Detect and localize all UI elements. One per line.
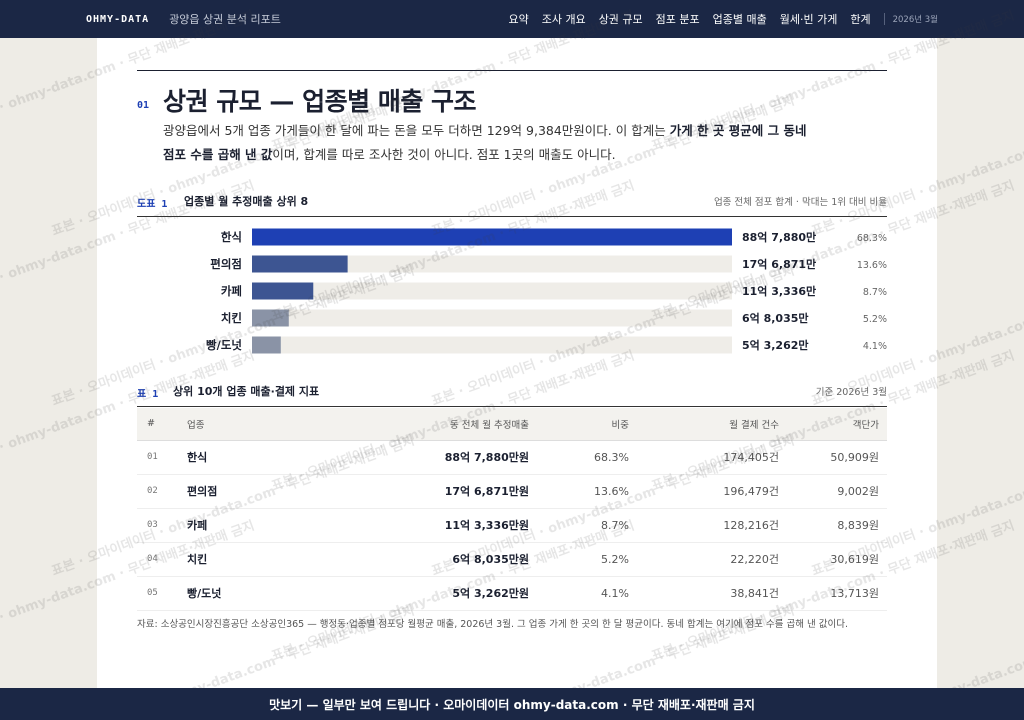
nav-link[interactable]: 조사 개요 [541, 13, 586, 26]
nav-link[interactable]: 월세·빈 가게 [779, 13, 838, 26]
value-label: 5억 3,262만 [742, 338, 809, 352]
share-label: 5.2% [863, 314, 887, 325]
value-label: 88억 7,880만 [742, 230, 816, 244]
table-cell: 한식 [177, 440, 287, 475]
share-label: 13.6% [857, 260, 887, 271]
table-row: 02 편의점 17억 6,871만원 13.6% 196,479건 9,002원 [137, 474, 887, 509]
header-cell: 월 결제 건수 [637, 408, 787, 441]
bar-chart: 한식 88억 7,880만 68.3% 편의점 17억 6,871만 13.6% 카페 11억… [206, 228, 887, 354]
table-cell: 치킨 [177, 542, 287, 577]
table-row: 03 카페 11억 3,336만원 8.7% 128,216건 8,839원 [137, 508, 887, 543]
bar-track [252, 309, 732, 327]
header-cell: 객단가 [787, 408, 887, 441]
table-cell: 5.2% [537, 542, 637, 577]
table-cell: 30,619원 [787, 542, 887, 577]
header-cell: 업종 [177, 408, 287, 441]
table-cell: 8.7% [537, 508, 637, 543]
value-label: 6억 8,035만 [742, 311, 809, 325]
share-label: 8.7% [863, 287, 887, 298]
table-cell: 04 [137, 542, 177, 577]
table-cell: 22,220건 [637, 542, 787, 577]
table-cell: 11억 3,336만원 [287, 508, 537, 543]
table-cell: 13,713원 [787, 576, 887, 611]
bar-label: 한식 [221, 230, 242, 244]
nav-links: 요약 조사 개요 상권 규모 점포 분포 업종별 매출 월세·빈 가게 한계 2026년 3월 [508, 11, 938, 27]
value-label: 11억 3,336만 [742, 284, 816, 298]
table-note: 기준 2026년 3월 [815, 387, 887, 398]
table-cell: 6억 8,035만원 [287, 542, 537, 577]
lead-text: 광양읍에서 5개 업종 가게들이 한 달에 파는 돈을 모두 더하면 129억 … [163, 123, 670, 138]
bar-track [252, 282, 732, 300]
table-cell: 05 [137, 576, 177, 611]
table-cell: 4.1% [537, 576, 637, 611]
table-cell: 38,841건 [637, 576, 787, 611]
table-cell: 13.6% [537, 474, 637, 509]
section-number: 01 [137, 100, 150, 111]
figure-title: 업종별 월 추정매출 상위 8 [184, 195, 309, 208]
table-cell: 50,909원 [787, 440, 887, 475]
bar-label: 편의점 [210, 257, 242, 271]
bar-label: 치킨 [221, 311, 242, 325]
table-cell: 5억 3,262만원 [287, 576, 537, 611]
value-label: 17억 6,871만 [742, 257, 816, 271]
table-title: 상위 10개 업종 매출·결제 지표 [173, 385, 320, 398]
lead-text: 이며, 합계를 따로 조사한 것이 아니다. 점포 1곳의 매출도 아니다. [272, 147, 616, 162]
bar [252, 336, 281, 354]
lead-text: 가게 한 곳 평균에 그 동네 점포 수를 곱해 낸 값 [163, 123, 807, 162]
divider [137, 406, 887, 407]
bar-track [252, 336, 732, 354]
table-cell: 02 [137, 474, 177, 509]
bar [252, 228, 732, 246]
header-cell: 동 전체 월 추정매출 [287, 408, 537, 441]
table-cell: 9,002원 [787, 474, 887, 509]
table-cell: 01 [137, 440, 177, 475]
lead-paragraph: 광양읍에서 5개 업종 가게들이 한 달에 파는 돈을 모두 더하면 129억 … [163, 119, 813, 167]
figure-label: 도표 1 [137, 199, 168, 210]
table-cell: 편의점 [177, 474, 287, 509]
header-cell: # [137, 408, 177, 441]
section-title: 상권 규모 — 업종별 매출 구조 [163, 87, 477, 116]
table-cell: 빵/도넛 [177, 576, 287, 611]
content-panel: 01 상권 규모 — 업종별 매출 구조 광양읍에서 5개 업종 가게들이 한 … [97, 38, 937, 688]
share-label: 68.3% [857, 233, 887, 244]
bar [252, 309, 289, 327]
header-row: # 업종 동 전체 월 추정매출 비중 월 결제 건수 객단가 [137, 408, 887, 441]
divider [137, 70, 887, 71]
nav-link[interactable]: 업종별 매출 [712, 13, 767, 26]
bar [252, 282, 314, 300]
table-cell: 88억 7,880만원 [287, 440, 537, 475]
table-row: 05 빵/도넛 5억 3,262만원 4.1% 38,841건 13,713원 [137, 576, 887, 611]
nav-date: 2026년 3월 [883, 13, 938, 25]
figure-note: 업종 전체 점포 합계 · 막대는 1위 대비 비율 [713, 197, 887, 208]
table-cell: 17억 6,871만원 [287, 474, 537, 509]
nav-bar: OHMY-DATA 광양읍 상권 분석 리포트 요약 조사 개요 상권 규모 점포 분… [0, 0, 1024, 38]
table-row: 04 치킨 6억 8,035만원 5.2% 22,220건 30,619원 [137, 542, 887, 577]
bar-label: 카페 [221, 284, 242, 298]
bar-label: 빵/도넛 [206, 338, 242, 352]
table-cell: 03 [137, 508, 177, 543]
table-cell: 128,216건 [637, 508, 787, 543]
bar [252, 255, 348, 273]
report-subtitle: 광양읍 상권 분석 리포트 [169, 13, 281, 26]
nav-link[interactable]: 점포 분포 [655, 13, 700, 26]
table-cell: 68.3% [537, 440, 637, 475]
metrics-table: # 업종 동 전체 월 추정매출 비중 월 결제 건수 객단가 01 한식 88억 7,880만… [137, 408, 887, 611]
table-label: 표 1 [137, 389, 159, 400]
header-cell: 비중 [537, 408, 637, 441]
nav-link[interactable]: 상권 규모 [598, 13, 643, 26]
share-label: 4.1% [863, 341, 887, 352]
table-cell: 8,839원 [787, 508, 887, 543]
bar-track [252, 255, 732, 273]
divider [137, 216, 887, 217]
nav-link[interactable]: 요약 [508, 13, 529, 26]
footer-banner: 맛보기 — 일부만 보여 드립니다 · 오마이데이터 ohmy-data.com… [0, 688, 1024, 720]
table-cell: 196,479건 [637, 474, 787, 509]
table-row: 01 한식 88억 7,880만원 68.3% 174,405건 50,909원 [137, 440, 887, 475]
nav-link[interactable]: 한계 [850, 13, 871, 26]
table-cell: 카페 [177, 508, 287, 543]
brand[interactable]: OHMY-DATA [86, 13, 150, 25]
table-cell: 174,405건 [637, 440, 787, 475]
source-note: 자료: 소상공인시장진흥공단 소상공인365 — 행정동·업종별 점포당 월평균… [137, 619, 849, 630]
